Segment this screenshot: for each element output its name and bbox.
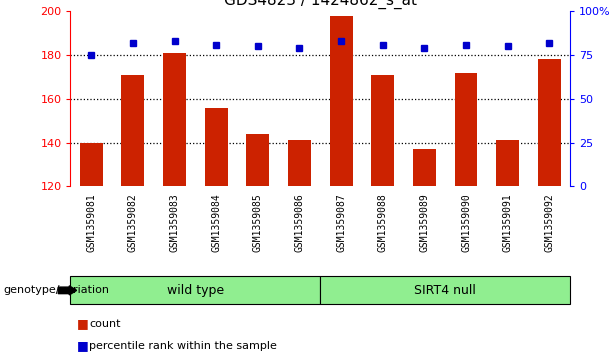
Bar xyxy=(163,53,186,186)
Text: SIRT4 null: SIRT4 null xyxy=(414,284,476,297)
Text: genotype/variation: genotype/variation xyxy=(3,285,109,295)
Text: GSM1359090: GSM1359090 xyxy=(461,193,471,252)
Bar xyxy=(413,149,436,186)
Text: GSM1359088: GSM1359088 xyxy=(378,193,388,252)
Text: GSM1359091: GSM1359091 xyxy=(503,193,512,252)
Text: GSM1359089: GSM1359089 xyxy=(419,193,429,252)
Text: ■: ■ xyxy=(77,339,88,352)
Text: GSM1359085: GSM1359085 xyxy=(253,193,263,252)
Bar xyxy=(455,73,478,186)
Text: GSM1359087: GSM1359087 xyxy=(336,193,346,252)
Text: GSM1359083: GSM1359083 xyxy=(170,193,180,252)
Bar xyxy=(80,143,103,186)
Bar xyxy=(320,276,570,304)
Text: ■: ■ xyxy=(77,317,88,330)
Bar xyxy=(538,60,561,186)
Text: GSM1359092: GSM1359092 xyxy=(544,193,554,252)
Bar xyxy=(246,134,269,186)
Text: percentile rank within the sample: percentile rank within the sample xyxy=(89,340,276,351)
Bar xyxy=(496,140,519,186)
Text: GSM1359082: GSM1359082 xyxy=(128,193,138,252)
Text: GSM1359081: GSM1359081 xyxy=(86,193,96,252)
Bar xyxy=(288,140,311,186)
Bar xyxy=(70,276,320,304)
Bar xyxy=(330,16,352,186)
Text: count: count xyxy=(89,319,120,329)
Bar xyxy=(121,75,145,186)
Bar xyxy=(371,75,394,186)
Title: GDS4823 / 1424862_s_at: GDS4823 / 1424862_s_at xyxy=(224,0,417,9)
Bar xyxy=(205,107,227,186)
Text: wild type: wild type xyxy=(167,284,224,297)
Text: GSM1359086: GSM1359086 xyxy=(294,193,305,252)
Text: GSM1359084: GSM1359084 xyxy=(211,193,221,252)
